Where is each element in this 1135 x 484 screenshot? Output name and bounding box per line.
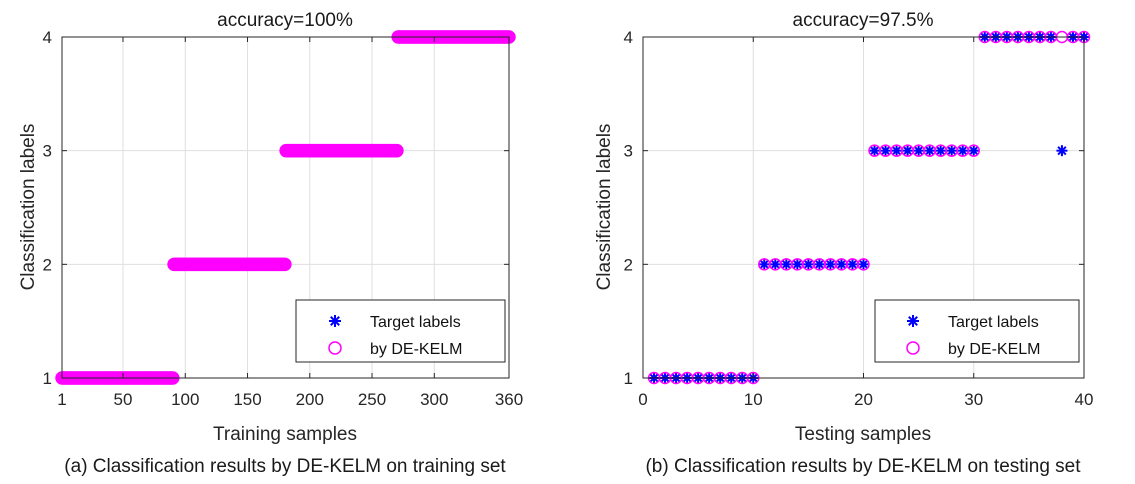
target-point [769, 258, 781, 270]
predicted-point [967, 144, 980, 157]
x-tick-label: 20 [854, 390, 873, 409]
y-tick-label: 1 [624, 369, 633, 388]
target-point [968, 145, 980, 157]
y-tick-label: 4 [624, 28, 633, 47]
y-tick-label: 3 [43, 142, 52, 161]
y-tick-label: 3 [624, 142, 633, 161]
x-tick-label: 30 [964, 390, 983, 409]
predicted-point [857, 258, 870, 271]
predicted-point [278, 257, 292, 272]
target-point [935, 145, 947, 157]
series-target-labels [648, 31, 1090, 384]
x-tick-label: 200 [296, 390, 324, 409]
chart-panel-b: 0 10 20 30 40 1 2 3 4 accuracy=97.5% Testing sam… [594, 10, 1093, 477]
y-axis-label-a: Classification labels [18, 124, 39, 291]
target-point [891, 145, 903, 157]
target-point [957, 145, 969, 157]
target-point [846, 258, 858, 270]
x-tick-label: 150 [233, 390, 261, 409]
caption-a: (a) Classification results by DE-KELM on… [64, 456, 506, 477]
y-tick-label: 1 [43, 369, 52, 388]
legend-asterisk [907, 315, 919, 327]
legend-label-target-a: Target labels [370, 314, 461, 331]
target-point [858, 258, 869, 270]
target-point [758, 258, 770, 270]
target-point [802, 258, 814, 270]
x-tick-label: 0 [638, 390, 647, 409]
x-axis-label-b: Testing samples [795, 424, 931, 445]
y-tick-label: 2 [43, 255, 52, 274]
y-tick-label: 4 [43, 28, 52, 47]
target-point [780, 258, 792, 270]
caption-b: (b) Classification results by DE-KELM on… [645, 456, 1081, 477]
axes-frame-a [61, 36, 510, 379]
x-tick-label: 10 [744, 390, 763, 409]
x-tick-label: 40 [1075, 390, 1094, 409]
ticks-b: 0 10 20 30 40 1 2 3 4 [624, 28, 1094, 409]
legend-marker-target-a [329, 315, 341, 327]
target-point [1056, 145, 1068, 157]
x-axis-label-a: Training samples [213, 424, 357, 445]
chart-title-a: accuracy=100% [217, 10, 353, 31]
target-point [924, 145, 936, 157]
data-b [647, 30, 1091, 385]
x-tick-label: 250 [358, 390, 386, 409]
x-tick-label: 1 [57, 390, 66, 409]
target-point [813, 258, 825, 270]
chart-title-b: accuracy=97.5% [793, 10, 934, 31]
legend-marker-predicted-a [328, 341, 342, 355]
predicted-point [390, 143, 404, 158]
legend-circle [906, 341, 920, 355]
y-tick-label: 2 [624, 255, 633, 274]
legend-label-predicted-b: by DE-KELM [948, 341, 1040, 358]
target-point [946, 145, 958, 157]
legend-label-target-b: Target labels [948, 314, 1039, 331]
x-tick-label: 360 [495, 390, 523, 409]
x-tick-label: 50 [114, 390, 133, 409]
legend-asterisk [329, 315, 341, 327]
y-axis-label-b: Classification labels [594, 124, 615, 291]
target-point [880, 145, 892, 157]
x-tick-label: 300 [420, 390, 448, 409]
x-tick-label: 100 [171, 390, 199, 409]
legend-circle [328, 341, 342, 355]
target-point [869, 145, 881, 157]
target-point [824, 258, 836, 270]
target-point [902, 145, 914, 157]
legend-a: Target labels by DE-KELM [295, 299, 506, 363]
legend-b: Target labels by DE-KELM [874, 299, 1080, 363]
target-point [913, 145, 925, 157]
legend-marker-target-b [907, 315, 919, 327]
legend-label-predicted-a: by DE-KELM [370, 341, 462, 358]
target-point [791, 258, 803, 270]
legend-marker-predicted-b [906, 341, 920, 355]
target-point [835, 258, 847, 270]
